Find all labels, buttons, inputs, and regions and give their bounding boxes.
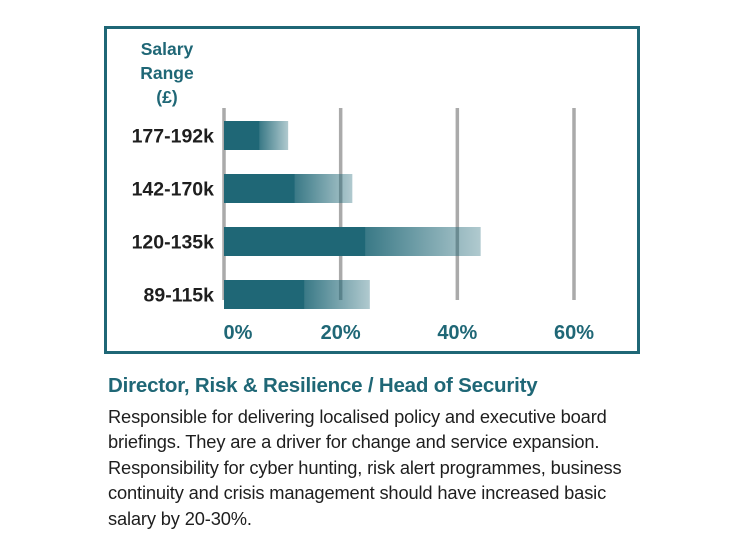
bars [224, 121, 481, 309]
x-tick-label-0: 0% [224, 322, 253, 344]
bar-core-89-115k [224, 280, 305, 309]
x-tick-label-60: 60% [554, 322, 594, 344]
bar-core-142-170k [224, 174, 295, 203]
y-axis-title-line: Salary [141, 39, 194, 59]
category-label-142-170k: 142-170k [132, 179, 215, 201]
category-label-177-192k: 177-192k [132, 126, 215, 148]
labels: 177-192k 142-170k 120-135k 89-115k 0% 20% 40% 6… [132, 39, 595, 344]
bar-core-177-192k [224, 121, 260, 150]
y-axis-title-line: Range [140, 63, 194, 83]
chart-frame [104, 26, 640, 354]
category-label-89-115k: 89-115k [144, 285, 215, 307]
role-description: Responsible for delivering localised pol… [108, 406, 622, 529]
bar-core-120-135k [224, 227, 366, 256]
role-title: Director, Risk & Resilience / Head of Se… [108, 374, 538, 397]
x-tick-label-20: 20% [321, 322, 361, 344]
y-axis-title-line: (£) [156, 87, 177, 107]
x-tick-label-40: 40% [437, 322, 477, 344]
category-label-120-135k: 120-135k [132, 232, 215, 254]
